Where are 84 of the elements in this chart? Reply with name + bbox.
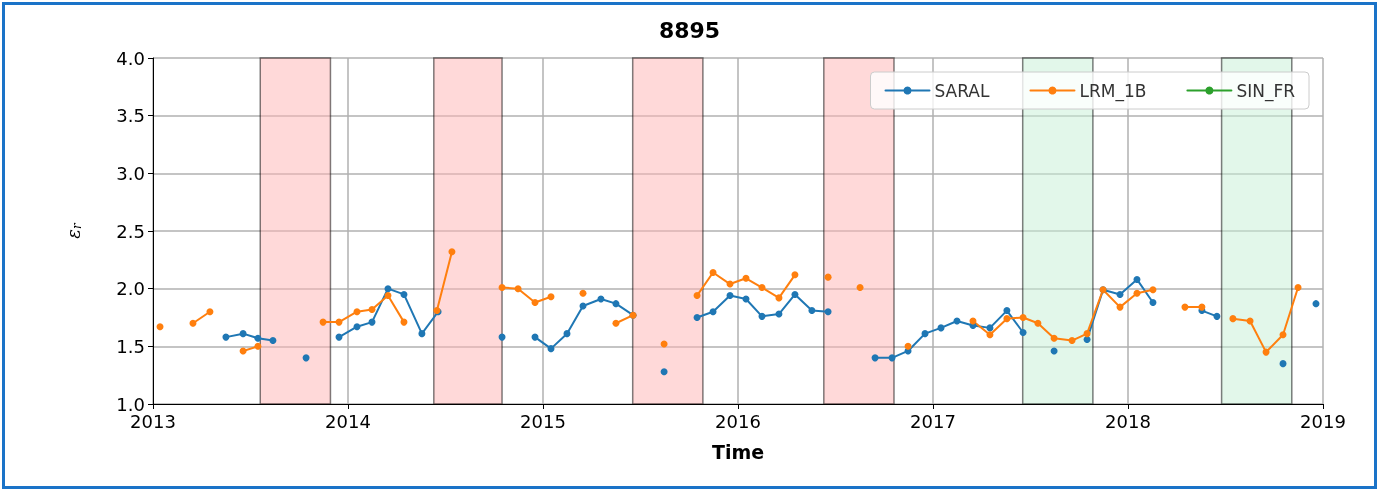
point — [1003, 307, 1011, 315]
legend-label: SARAL — [934, 80, 990, 101]
point — [1133, 289, 1141, 297]
point — [871, 354, 879, 362]
point — [824, 308, 832, 316]
point — [612, 300, 620, 308]
point — [368, 305, 376, 313]
point — [1050, 334, 1058, 342]
point — [1116, 290, 1124, 298]
legend-label: LRM_1B — [1079, 80, 1147, 102]
point — [1279, 331, 1287, 339]
point — [1019, 314, 1027, 321]
point — [758, 284, 766, 292]
point — [400, 290, 408, 298]
point — [1068, 337, 1076, 345]
point — [986, 324, 994, 332]
legend-label: SIN_FR — [1236, 80, 1296, 102]
point — [612, 319, 620, 327]
point — [1003, 315, 1011, 323]
point — [206, 308, 214, 316]
point — [448, 248, 456, 256]
point — [418, 330, 426, 338]
x-tick-label: 2016 — [715, 410, 761, 432]
point — [824, 273, 832, 281]
point — [709, 308, 717, 316]
point — [384, 292, 392, 300]
y-tick-label: 2.0 — [116, 278, 145, 300]
point — [579, 289, 587, 297]
point — [547, 293, 555, 301]
point — [156, 323, 164, 331]
chart-title: 8895 — [658, 17, 721, 43]
y-tick-label: 1.5 — [116, 335, 145, 357]
point — [1198, 303, 1206, 311]
point — [1279, 360, 1287, 368]
point — [563, 330, 571, 338]
x-tick-label: 2019 — [1300, 410, 1346, 432]
y-tick-label: 3.5 — [116, 105, 145, 127]
point — [904, 342, 912, 350]
point — [1229, 315, 1237, 323]
point — [986, 331, 994, 339]
point — [384, 285, 392, 293]
x-tick-label: 2017 — [910, 410, 956, 432]
point — [921, 330, 929, 338]
point — [693, 314, 701, 321]
point — [269, 337, 277, 345]
x-axis-title: Time — [711, 440, 765, 463]
point — [531, 299, 539, 306]
x-tick-label: 2018 — [1105, 410, 1151, 432]
point — [1133, 275, 1141, 283]
point — [1019, 328, 1027, 336]
point — [353, 308, 361, 316]
x-tick-label: 2015 — [520, 410, 566, 432]
y-tick-label: 3.0 — [116, 162, 145, 184]
point — [1083, 330, 1091, 338]
point — [353, 323, 361, 331]
point — [791, 290, 799, 298]
point — [1083, 335, 1091, 343]
point — [514, 285, 522, 293]
x-tick-label: 2014 — [325, 410, 371, 432]
point — [302, 354, 310, 362]
point — [693, 292, 701, 300]
point — [856, 284, 864, 292]
point — [1149, 286, 1157, 294]
y-tick-label: 2.5 — [116, 220, 145, 242]
point — [189, 319, 197, 327]
point — [1034, 319, 1042, 327]
y-tick-label: 4.0 — [116, 47, 145, 69]
point — [660, 368, 668, 376]
y-axis-title: εr — [62, 222, 84, 239]
point — [1149, 299, 1157, 306]
point — [726, 292, 734, 300]
point — [808, 307, 816, 315]
point — [791, 271, 799, 279]
point — [547, 345, 555, 353]
point — [239, 330, 247, 338]
point — [709, 269, 717, 277]
point — [254, 334, 262, 342]
point — [254, 342, 262, 350]
point — [1213, 312, 1221, 320]
point — [1294, 284, 1302, 292]
point — [742, 274, 750, 282]
point — [758, 312, 766, 320]
point — [498, 284, 506, 292]
point — [1312, 300, 1320, 308]
